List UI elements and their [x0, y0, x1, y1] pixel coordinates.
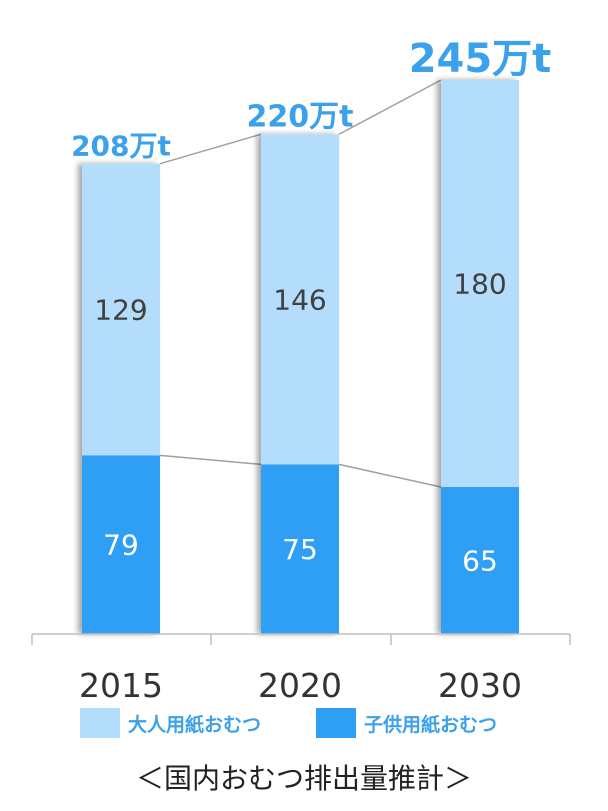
value-label-adult-2015: 129 [94, 294, 147, 327]
bar-adult-2020 [261, 134, 339, 465]
bar-stack-2020 [261, 134, 339, 634]
bar-child-2015 [82, 455, 160, 634]
value-label-adult-2030: 180 [453, 268, 506, 301]
total-label-2020: 220万t [247, 99, 354, 134]
bar-adult-2030 [441, 80, 519, 488]
value-label-child-2020: 75 [282, 533, 318, 566]
total-label-2015: 208万t [71, 130, 171, 163]
total-label-2030: 245万t [409, 36, 552, 82]
value-label-adult-2020: 146 [273, 283, 326, 316]
chart-legend: 大人用紙おむつ 子供用紙おむつ [0, 708, 608, 748]
bar-child-2030 [441, 487, 519, 634]
bar-child-2020 [261, 464, 339, 634]
connector-mid-0 [159, 454, 262, 466]
bar-adult-2015 [82, 163, 160, 456]
legend-label-child: 子供用紙おむつ [364, 713, 498, 736]
connector-mid-1 [338, 463, 442, 488]
connector-top-0 [159, 133, 262, 165]
x-tick-label-2020: 2020 [258, 666, 342, 700]
bar-stack-2030 [441, 80, 519, 634]
x-tick-label-2015: 2015 [79, 666, 163, 700]
legend-item-child: 子供用紙おむつ [316, 708, 497, 738]
stacked-bar-chart: 79 129 208万t 2015 75 146 220万t 2020 65 180 245万t 20… [31, 36, 571, 700]
bar-stack-2015 [82, 163, 160, 634]
value-label-child-2030: 65 [462, 545, 498, 578]
legend-swatch-child [316, 708, 356, 738]
legend-item-adult: 大人用紙おむつ [80, 708, 261, 738]
connector-top-1 [338, 79, 442, 135]
legend-swatch-adult [80, 708, 120, 738]
x-tick-label-2030: 2030 [438, 666, 522, 700]
value-label-child-2015: 79 [103, 529, 139, 562]
legend-label-adult: 大人用紙おむつ [128, 713, 262, 736]
chart-caption: ＜国内おむつ排出量推計＞ [135, 762, 472, 795]
